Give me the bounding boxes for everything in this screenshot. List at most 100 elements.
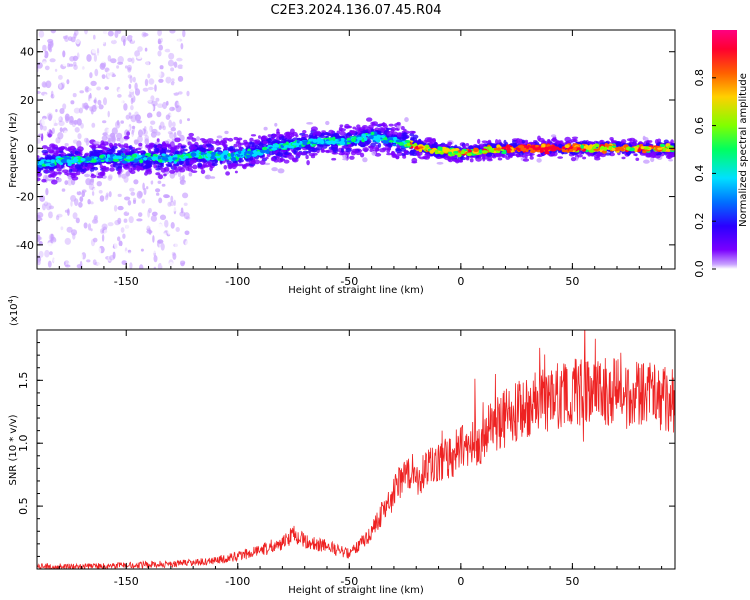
- spectrogram-band-blob: [359, 141, 366, 148]
- spectrogram-band-blob: [68, 168, 73, 173]
- spectrogram-ridge-blob: [434, 150, 439, 155]
- spectrogram-band-blob: [318, 135, 326, 139]
- spectrogram-noise-blob: [94, 68, 99, 77]
- spectrogram-band-blob: [668, 159, 673, 162]
- spectrogram-noise-blob: [105, 192, 109, 198]
- top-plot-frame: [36, 29, 676, 270]
- spectrogram-noise-blob: [95, 37, 99, 43]
- spectrogram-noise-blob: [126, 131, 130, 136]
- spectrogram-band-blob: [272, 133, 277, 138]
- spectrogram-noise-blob: [125, 114, 130, 120]
- spectrogram-band-blob: [207, 164, 212, 167]
- spectrogram-noise-blob: [147, 73, 151, 79]
- y-tick-label: 20: [20, 94, 34, 107]
- spectrogram-noise-blob: [120, 264, 124, 269]
- spectrogram-noise-blob: [70, 30, 75, 35]
- spectrogram-noise-blob: [106, 206, 111, 215]
- spectrogram-noise-blob: [130, 105, 134, 111]
- spectrogram-ridge-blob: [158, 159, 163, 163]
- spectrogram-band-blob: [111, 146, 118, 150]
- spectrogram-noise-blob: [112, 36, 115, 41]
- spectrogram-noise-blob: [91, 49, 98, 54]
- spectrogram-noise-blob: [171, 251, 176, 256]
- spectrogram-noise-blob: [56, 238, 59, 244]
- spectrogram-noise-blob: [150, 180, 154, 185]
- spectrogram-noise-blob: [89, 201, 94, 205]
- spectrogram-band-blob: [302, 130, 307, 134]
- spectrogram-band-blob: [374, 152, 382, 157]
- spectrogram-band-blob: [468, 145, 474, 150]
- spectrogram-noise-blob: [173, 61, 178, 68]
- spectrogram-band-blob: [56, 177, 62, 183]
- spectrogram-noise-blob: [37, 90, 41, 94]
- spectrogram-band-blob: [395, 155, 400, 160]
- spectrogram-noise-blob: [99, 62, 106, 70]
- spectrogram-band-blob: [187, 141, 192, 146]
- spectrogram-ridge-blob: [439, 151, 444, 155]
- spectrogram-ridge-blob: [575, 147, 582, 150]
- spectrogram-noise-blob: [78, 201, 83, 208]
- spectrogram-band-blob: [99, 164, 103, 169]
- spectrogram-band-blob: [153, 163, 157, 169]
- spectrogram-band-blob: [383, 124, 388, 129]
- spectrogram-band-blob: [385, 143, 393, 147]
- spectrogram-band-blob: [207, 138, 214, 142]
- spectrogram-noise-blob: [67, 178, 73, 186]
- spectrogram-noise-blob: [179, 211, 186, 217]
- spectrogram-band-blob: [582, 156, 587, 160]
- spectrogram-band-blob: [557, 156, 563, 159]
- spectrogram-noise-blob: [175, 76, 179, 82]
- spectrogram-noise-blob: [101, 135, 108, 141]
- spectrogram-band-blob: [77, 146, 84, 152]
- spectrogram-ridge-blob: [168, 158, 172, 163]
- spectrogram-noise-blob: [154, 200, 160, 208]
- spectrogram-ridge-blob: [461, 149, 465, 155]
- spectrogram-band-blob: [507, 152, 514, 158]
- spectrogram-noise-blob: [149, 125, 153, 132]
- spectrogram-noise-blob: [118, 240, 123, 247]
- spectrogram-noise-blob: [137, 46, 143, 52]
- spectrogram-noise-blob: [47, 133, 52, 138]
- spectrogram-band-blob: [189, 159, 197, 164]
- spectrogram-band-blob: [42, 145, 48, 149]
- spectrogram-noise-blob: [70, 229, 78, 236]
- spectrogram-band-blob: [51, 179, 58, 185]
- spectrogram-noise-blob: [169, 132, 174, 139]
- spectrogram-noise-blob: [151, 248, 158, 254]
- colorbar-tick-label: 0.0: [693, 260, 706, 278]
- spectrogram-band-blob: [642, 137, 649, 141]
- spectrogram-ridge-blob: [385, 140, 389, 144]
- spectrogram-ridge-blob: [518, 145, 525, 149]
- spectrogram-noise-blob: [136, 251, 140, 255]
- spectrogram-noise-blob: [97, 224, 101, 231]
- spectrogram-noise-blob: [134, 111, 139, 117]
- spectrogram-band-blob: [434, 141, 438, 146]
- spectrogram-band-blob: [93, 141, 100, 145]
- spectrogram-noise-blob: [59, 83, 62, 89]
- spectrogram-band-blob: [306, 122, 313, 125]
- spectrogram-noise-blob: [98, 75, 103, 83]
- spectrogram-noise-blob: [103, 97, 107, 106]
- spectrogram-noise-blob: [87, 37, 94, 42]
- spectrogram-noise-blob: [69, 120, 75, 125]
- spectrogram-band-blob: [67, 146, 72, 151]
- spectrogram-band-blob: [230, 163, 237, 167]
- spectrogram-band-blob: [185, 160, 191, 166]
- spectrogram-noise-blob: [71, 179, 76, 186]
- spectrogram-band-blob: [378, 123, 385, 126]
- colorbar-tick-label: 0.2: [693, 212, 706, 230]
- spectrogram-noise-blob: [103, 204, 109, 208]
- spectrogram-band-blob: [235, 141, 241, 145]
- spectrogram-noise-blob: [137, 135, 143, 143]
- spectrogram-ridge-blob: [301, 140, 309, 144]
- spectrogram-noise-blob: [128, 134, 134, 139]
- spectrogram-noise-blob: [102, 120, 107, 124]
- spectrogram-noise-blob: [124, 65, 128, 69]
- spectrogram-noise-blob: [93, 214, 98, 221]
- spectrogram-band-blob: [299, 132, 306, 136]
- spectrogram-noise-blob: [79, 196, 84, 203]
- spectrogram-ridge-blob: [340, 137, 345, 142]
- spectrogram-band-blob: [581, 141, 588, 145]
- spectrogram-noise-blob: [116, 132, 123, 140]
- spectrogram-noise-blob: [37, 206, 40, 213]
